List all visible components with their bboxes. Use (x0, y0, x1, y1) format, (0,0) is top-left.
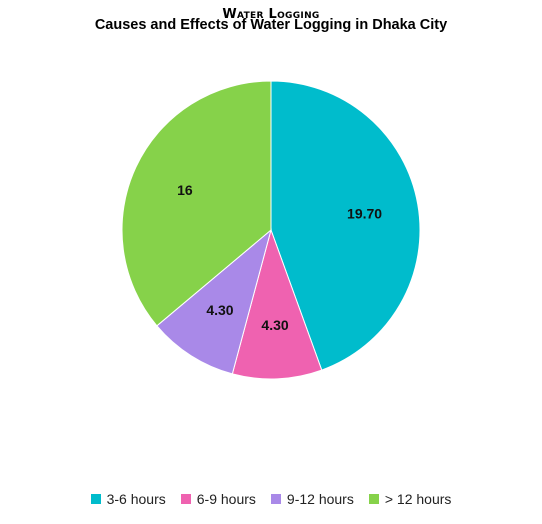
pie-slice-0[interactable] (270, 80, 421, 371)
legend-swatch (368, 494, 379, 504)
legend-label: 9-12 hours (286, 491, 354, 507)
pie-chart: 19.70 4.30 4.30 16 (121, 80, 421, 380)
chart-overtitle: Water Logging (222, 7, 320, 22)
legend-item-3-6-hours[interactable]: 3-6 hours (90, 491, 166, 507)
pie-slice-2[interactable] (156, 228, 272, 375)
legend-label: 3-6 hours (106, 491, 166, 507)
legend-item-6-9-hours[interactable]: 6-9 hours (180, 491, 256, 507)
legend-swatch (90, 494, 101, 504)
slice-value-label-0: 19.70 (347, 206, 382, 222)
pie-slice-3[interactable] (121, 80, 272, 327)
legend-item-9-12-hours[interactable]: 9-12 hours (270, 491, 354, 507)
slice-value-label-3: 16 (177, 182, 193, 198)
chart-legend: 3-6 hours 6-9 hours 9-12 hours > 12 hour… (0, 491, 542, 507)
legend-swatch (180, 494, 191, 504)
chart-title: Causes and Effects of Water Logging in D… (94, 17, 448, 33)
legend-label: > 12 hours (384, 491, 452, 507)
legend-swatch (270, 494, 281, 504)
pie-slice-1[interactable] (231, 228, 323, 380)
slice-value-label-2: 4.30 (206, 302, 233, 318)
legend-item-over-12-hours[interactable]: > 12 hours (368, 491, 452, 507)
legend-label: 6-9 hours (196, 491, 256, 507)
slice-value-label-1: 4.30 (261, 317, 288, 333)
